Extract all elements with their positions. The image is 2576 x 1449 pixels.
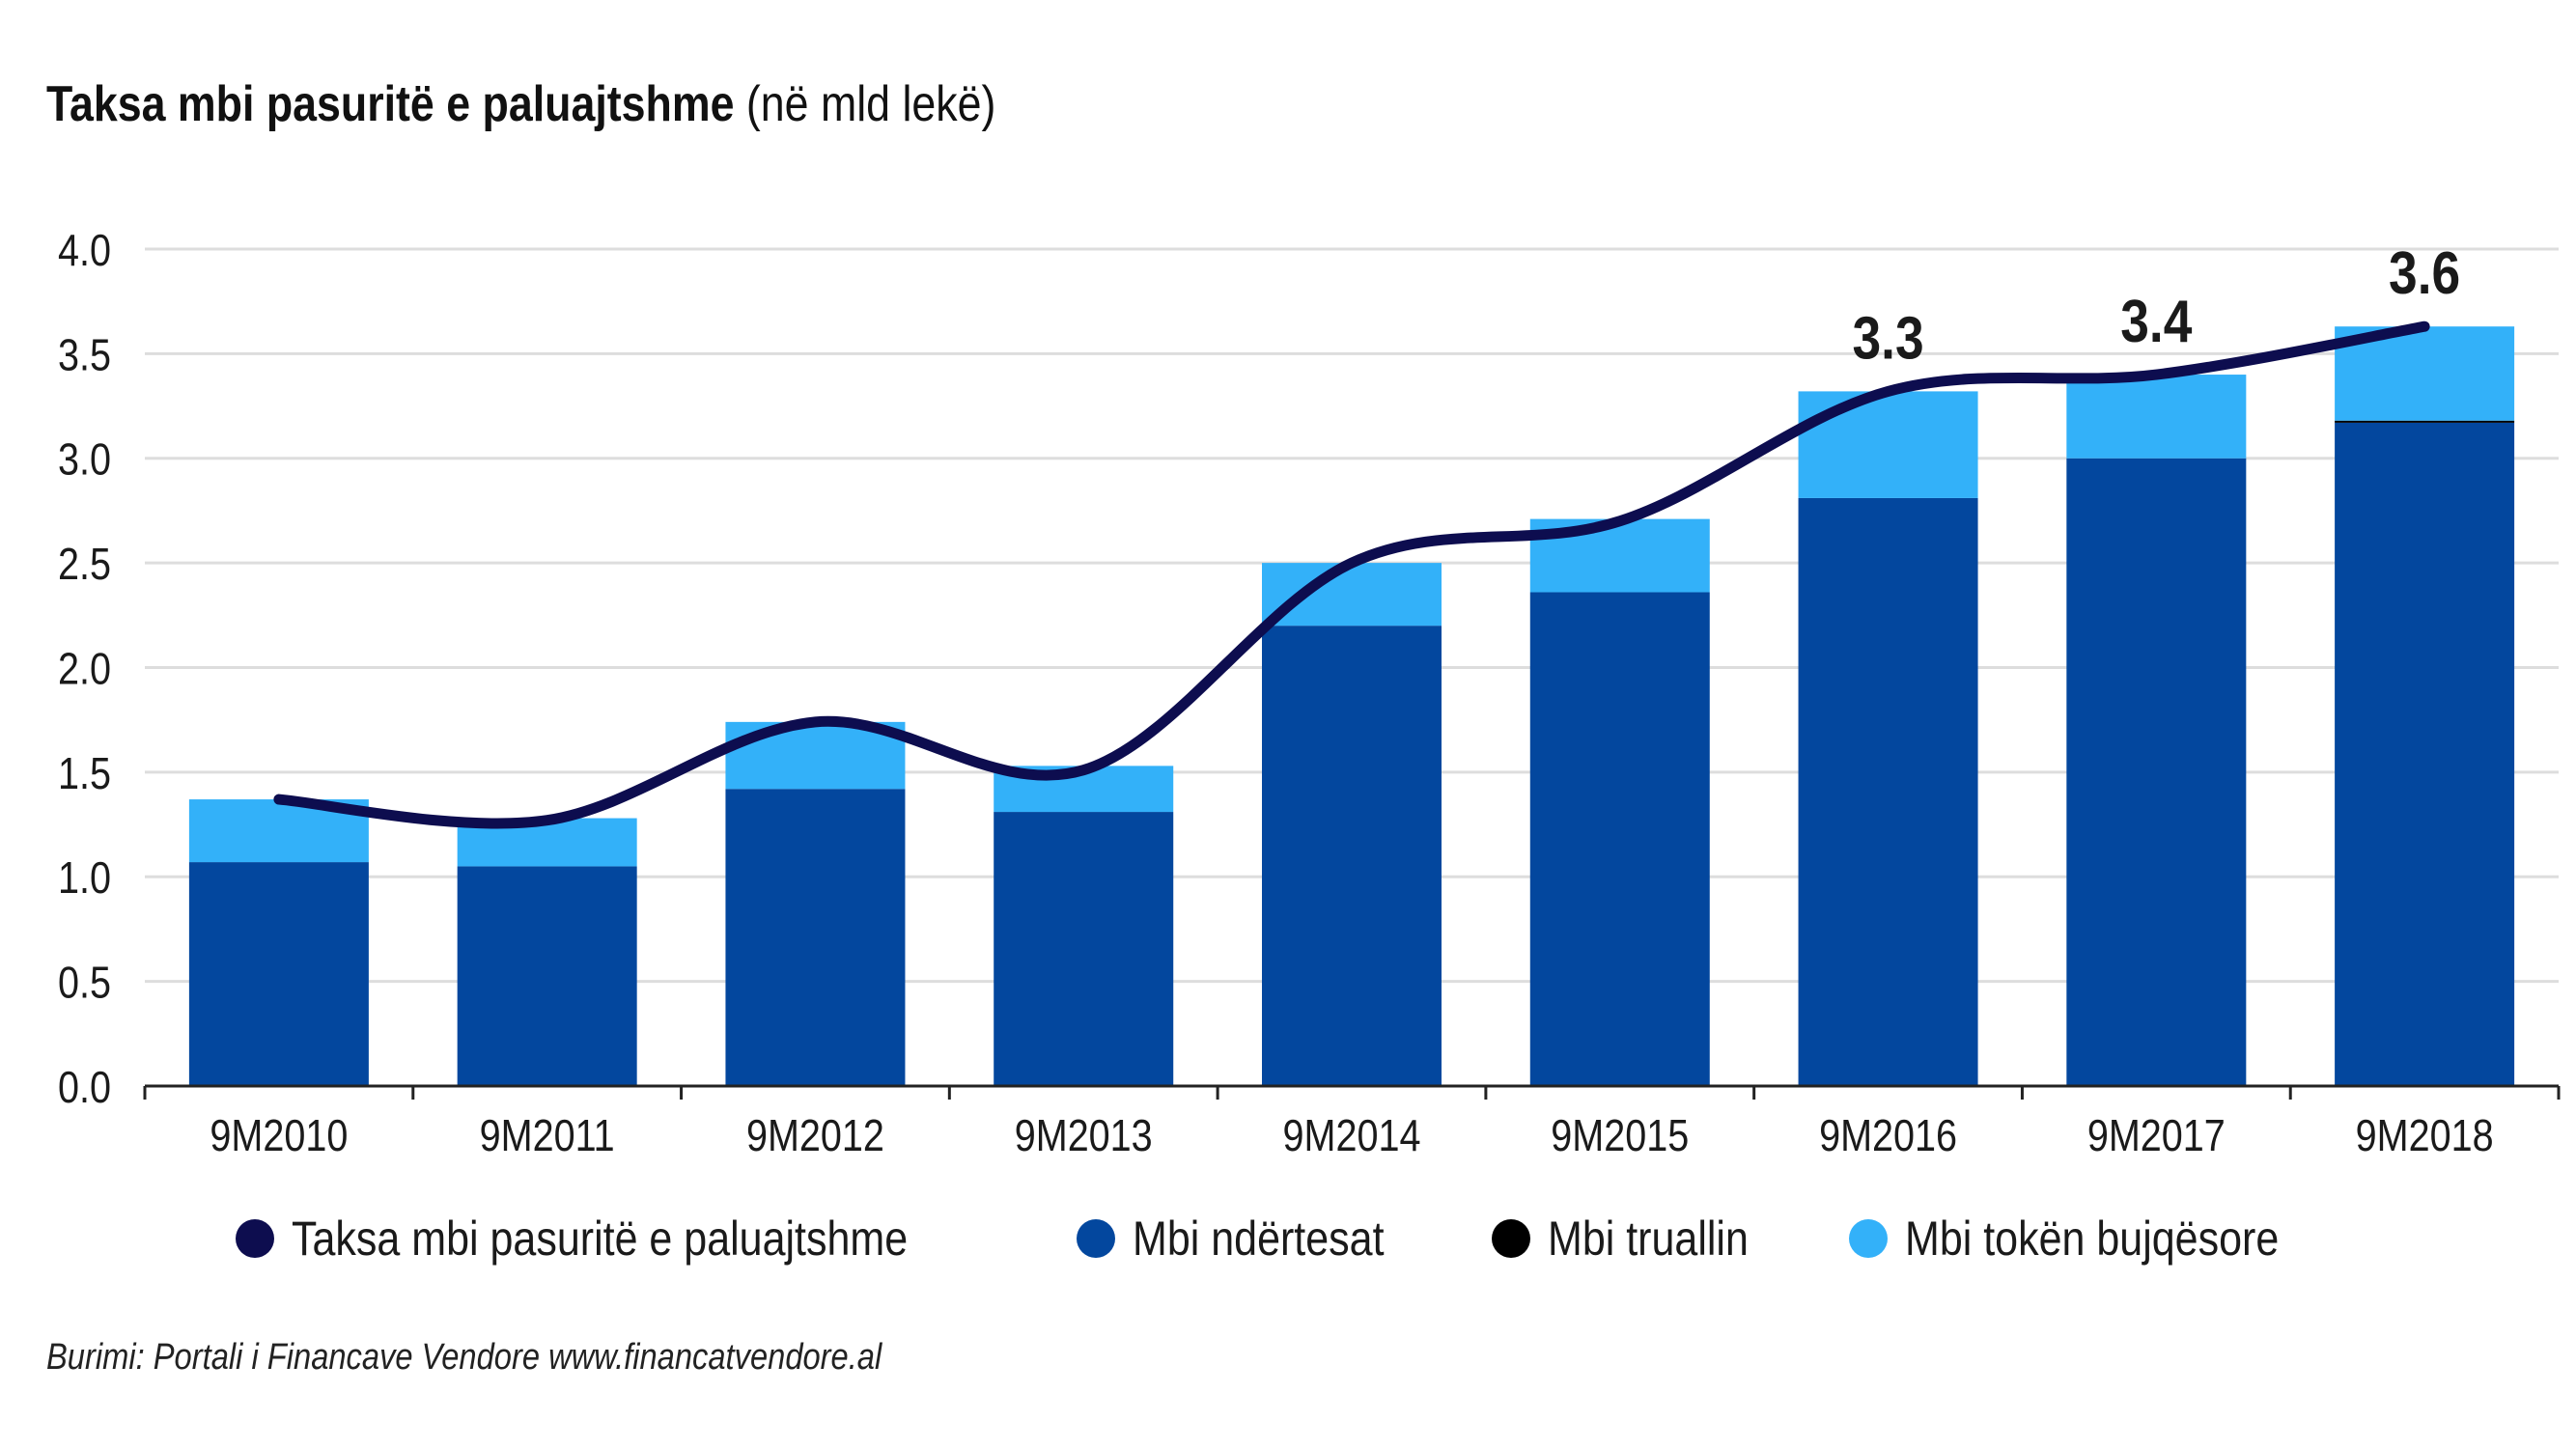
x-tick-label: 9M2011 (480, 1111, 615, 1160)
source-note: Burimi: Portali i Financave Vendore www.… (46, 1337, 882, 1378)
y-tick-label: 0.0 (58, 1063, 111, 1112)
legend-item-land: Mbi truallin (1492, 1211, 1781, 1267)
bar-buildings (725, 789, 906, 1086)
chart-title-unit: (në mld lekë) (745, 76, 996, 132)
y-tick-label: 3.0 (58, 435, 111, 485)
legend-marker-total (236, 1219, 275, 1258)
y-tick-label: 4.0 (58, 226, 111, 275)
x-tick-label: 9M2014 (1283, 1111, 1421, 1160)
data-label: 3.4 (2120, 289, 2192, 355)
legend-item-total: Taksa mbi pasuritë e paluajtshme (236, 1211, 1008, 1267)
bar-buildings (2066, 458, 2247, 1086)
y-tick-label: 2.5 (58, 540, 111, 589)
bar-buildings (1529, 592, 1710, 1086)
line-total (273, 320, 2430, 829)
bar-agri-land (2066, 375, 2247, 459)
bar-buildings (188, 862, 369, 1086)
bar-buildings (2335, 422, 2515, 1087)
y-tick-label: 1.5 (58, 749, 111, 798)
legend-label-total: Taksa mbi pasuritë e paluajtshme (292, 1212, 909, 1266)
legend-item-buildings: Mbi ndërtesat (1076, 1211, 1425, 1267)
chart-legend: Taksa mbi pasuritë e paluajtshme Mbi ndë… (0, 1205, 2576, 1272)
bar-land (2335, 420, 2515, 423)
x-tick-label: 9M2012 (746, 1111, 884, 1160)
bar-buildings (994, 812, 1174, 1086)
bar-agri-land (1798, 391, 1978, 498)
x-tick-label: 9M2017 (2087, 1111, 2226, 1160)
x-tick-label: 9M2016 (1819, 1111, 1957, 1160)
data-label: 3.6 (2389, 241, 2460, 308)
legend-label-buildings: Mbi ndërtesat (1132, 1212, 1385, 1266)
bar-buildings (1262, 626, 1442, 1086)
legend-marker-buildings (1076, 1219, 1115, 1258)
data-label: 3.3 (1852, 306, 1923, 373)
x-tick-label: 9M2015 (1551, 1111, 1689, 1160)
chart-title-main: Taksa mbi pasuritë e paluajtshme (46, 76, 735, 132)
bar-buildings (457, 866, 637, 1086)
y-tick-label: 1.0 (58, 854, 111, 904)
y-tick-label: 0.5 (58, 959, 111, 1008)
legend-marker-land (1492, 1219, 1531, 1258)
x-tick-label: 9M2018 (2356, 1111, 2494, 1160)
legend-label-land: Mbi truallin (1548, 1212, 1750, 1266)
bar-agri-land (1262, 563, 1442, 627)
legend-marker-agri-land (1849, 1219, 1889, 1258)
y-tick-label: 3.5 (58, 331, 111, 380)
legend-item-agri-land: Mbi tokën bujqësore (1849, 1211, 2339, 1267)
x-tick-label: 9M2013 (1015, 1111, 1153, 1160)
chart-title: Taksa mbi pasuritë e paluajtshme (në mld… (46, 75, 995, 133)
x-tick-label: 9M2010 (210, 1111, 348, 1160)
legend-label-agri-land: Mbi tokën bujqësore (1905, 1212, 2280, 1266)
bar-buildings (1798, 497, 1978, 1086)
y-tick-label: 2.0 (58, 645, 111, 694)
